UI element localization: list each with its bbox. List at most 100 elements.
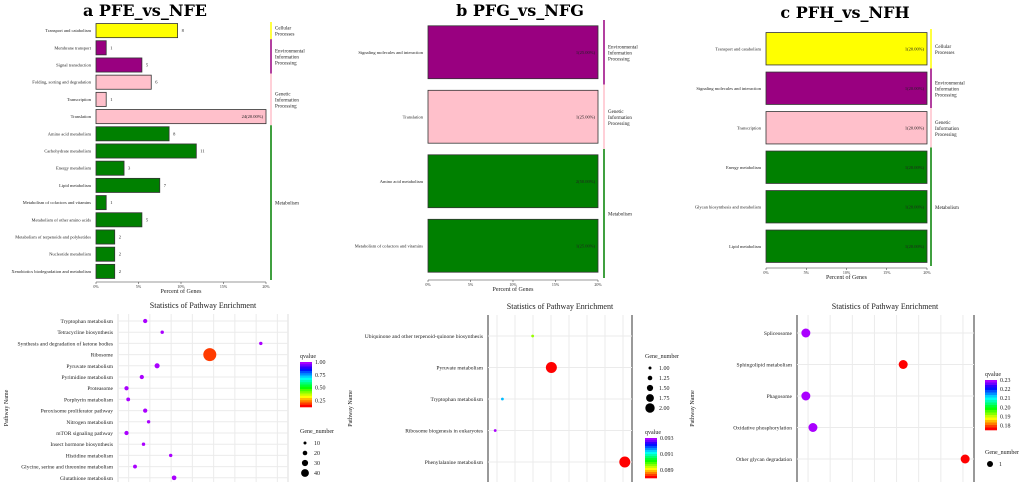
data-point [124, 386, 129, 391]
colorbar-tick: 0.089 [660, 468, 674, 474]
data-label: 1 [110, 45, 112, 50]
colorbar-tick: 0.093 [660, 436, 674, 442]
colorbar-segment [645, 472, 657, 475]
class-label-line: Information [275, 55, 299, 60]
data-label: 1(20.00%) [905, 165, 925, 170]
class-label: Environmental Information Processing [275, 49, 305, 66]
colorbar-segment [300, 400, 312, 403]
data-point [808, 423, 818, 432]
qvalue-legend-title: qvalue [300, 354, 316, 360]
pathway-label: Nitrogen metabolism [66, 420, 113, 426]
bar [95, 109, 267, 125]
bar [95, 160, 125, 176]
colorbar-segment [300, 395, 312, 399]
category-label: Lipid metabolism [729, 244, 761, 249]
colorbar-segment [300, 364, 312, 367]
data-point [493, 429, 497, 432]
size-legend-title: Gene_number [645, 354, 679, 360]
class-label: Cellular Processes [275, 27, 294, 38]
data-label: 1 [110, 200, 112, 205]
pathway-label: Ribosome biogenesis in eukaryotes [405, 429, 483, 435]
colorbar-segment [300, 384, 312, 388]
category-label: Metabolism of other amino acids [32, 217, 92, 222]
category-label: Transport and catabolism [45, 28, 91, 33]
class-label-line: Processes [935, 51, 954, 56]
chart-title: Statistics of Pathway Enrichment [507, 302, 614, 311]
colorbar-segment [300, 362, 312, 365]
data-label: 2 [119, 252, 121, 257]
size-legend-label: 20 [314, 451, 320, 457]
colorbar-segment [985, 427, 997, 431]
data-point [531, 334, 535, 338]
pathway-label: Pyruvate metabolism [436, 366, 483, 372]
data-point [168, 453, 173, 458]
class-label: Metabolism [275, 202, 299, 207]
category-label: Metabolism of terpenoids and polyketides [15, 235, 91, 240]
data-label: 1(20.00%) [905, 86, 925, 91]
bar [765, 190, 928, 224]
category-label: Membrane transport [54, 45, 91, 50]
colorbar-segment [645, 448, 657, 451]
chart-title: b PFG_vs_NFG [456, 1, 584, 20]
x-tick-label: 0% [425, 282, 431, 287]
data-point [143, 408, 148, 413]
bar [765, 32, 928, 66]
chart-title: Statistics of Pathway Enrichment [832, 302, 939, 311]
pathway-label: mTOR signaling pathway [56, 431, 113, 437]
colorbar-segment [645, 458, 657, 461]
data-label: 1(20.00%) [905, 204, 925, 209]
bar [427, 25, 599, 80]
data-point [126, 397, 131, 402]
colorbar-segment [300, 393, 312, 397]
class-label-line: Information [935, 87, 959, 92]
pathway-label: Histidine metabolism [66, 453, 114, 459]
size-legend-label: 2.00 [659, 406, 670, 412]
data-label: 1(25.00%) [576, 114, 596, 119]
bar [765, 71, 928, 105]
colorbar-segment [985, 422, 997, 426]
pathway-label: Spliceosome [764, 331, 793, 337]
bar [95, 246, 116, 262]
colorbar-segment [300, 371, 312, 374]
class-label: Environmental Information Processing [608, 45, 638, 62]
x-tick-label: 0% [93, 284, 99, 289]
pathway-label: Sphingolipid metabolism [737, 363, 793, 369]
category-label: Energy metabolism [726, 165, 762, 170]
data-point [619, 456, 631, 468]
size-legend-label: 1 [999, 462, 1002, 468]
bar [95, 195, 107, 211]
data-point [133, 464, 137, 469]
bar [95, 126, 170, 142]
colorbar-segment [300, 366, 312, 370]
category-label: Nucleotide metabolism [49, 252, 91, 257]
bar [427, 89, 599, 144]
pathway-label: Tryptophan metabolism [430, 397, 483, 403]
data-point [124, 430, 129, 436]
x-tick-label: 10% [509, 282, 517, 287]
pathway-label: Phenylalanine metabolism [425, 460, 484, 466]
data-point [146, 420, 151, 424]
data-point [898, 360, 908, 369]
class-label-line: Processing [608, 122, 630, 127]
data-label: 2(50.00%) [576, 179, 596, 184]
colorbar-segment [300, 380, 312, 383]
chart-title: c PFH_vs_NFH [780, 3, 909, 22]
colorbar-segment [300, 375, 312, 379]
colorbar-segment [985, 410, 997, 413]
class-label-line: Metabolism [275, 202, 299, 207]
colorbar-tick: 0.091 [660, 452, 674, 458]
colorbar-segment [985, 420, 997, 423]
colorbar-segment [985, 412, 997, 416]
category-label: Folding, sorting and degradation [32, 80, 91, 86]
colorbar-segment [985, 387, 997, 391]
colorbar-segment [300, 398, 312, 401]
colorbar-tick: 0.18 [1000, 423, 1011, 429]
data-label: 1(20.00%) [905, 125, 925, 130]
colorbar-segment [985, 392, 997, 396]
x-tick-label: 10% [177, 284, 185, 289]
bar [765, 111, 928, 145]
data-label: 11 [200, 149, 204, 154]
colorbar-segment [985, 415, 997, 418]
chart-title: a PFE_vs_NFE [83, 1, 207, 20]
